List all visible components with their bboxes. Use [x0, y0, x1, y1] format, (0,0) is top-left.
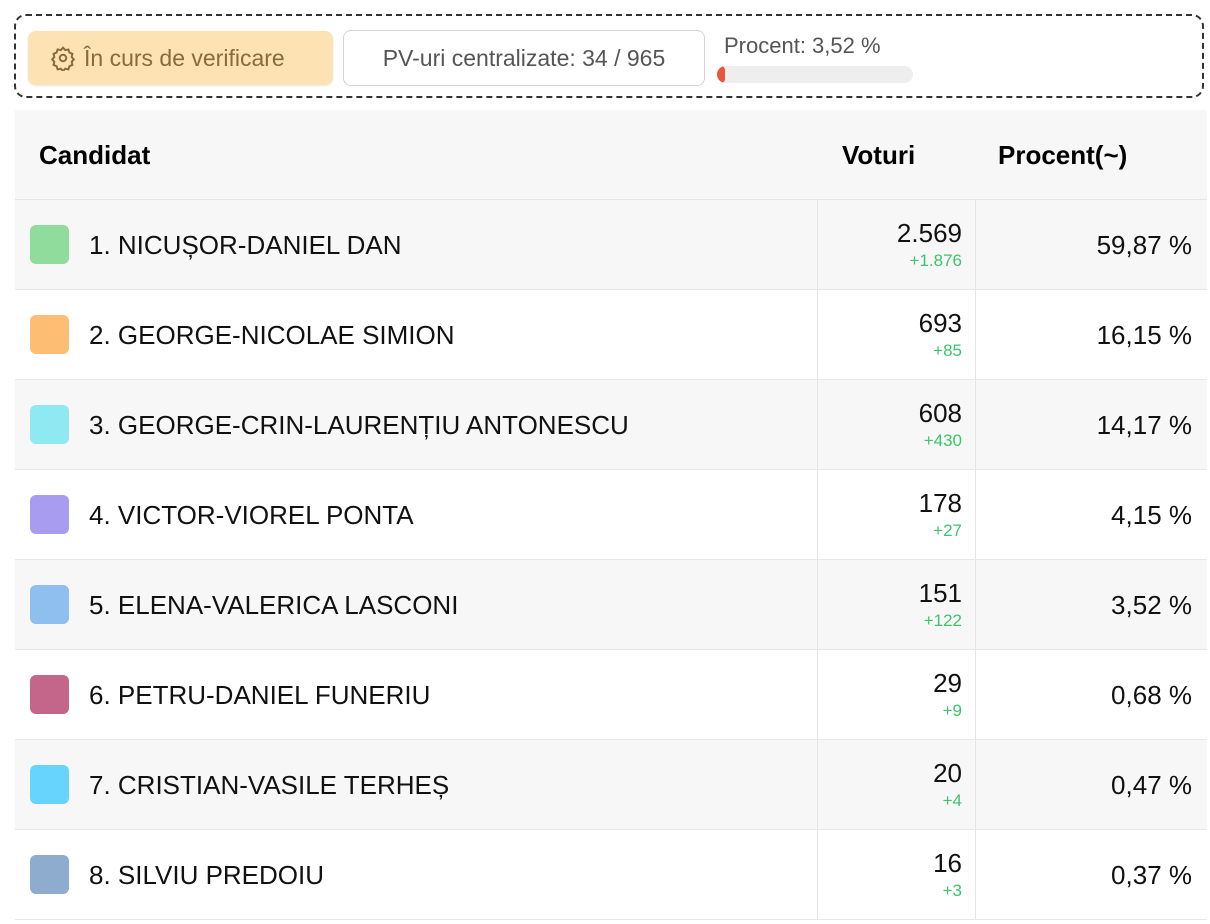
color-swatch	[30, 585, 69, 624]
progress-bar	[717, 66, 913, 83]
header-cell: Procent(~)	[998, 140, 1128, 170]
votes-delta: +4	[942, 791, 962, 810]
status-text: În curs de verificare	[84, 44, 285, 71]
percent: 59,87 %	[1096, 230, 1192, 260]
color-swatch	[30, 495, 69, 534]
votes: 20	[933, 758, 962, 788]
percent: 0,37 %	[1111, 860, 1192, 890]
votes: 151	[918, 578, 962, 608]
table-header: Candidat Voturi Procent(~)	[15, 110, 1207, 200]
table-row: 2. GEORGE-NICOLAE SIMION 693 +85 16,15 %	[15, 290, 1207, 380]
votes-delta: +122	[923, 611, 962, 630]
percent: 3,52 %	[1111, 590, 1192, 620]
color-swatch	[30, 855, 69, 894]
votes-cell: 2.569 +1.876	[817, 200, 976, 289]
header-cell: Candidat	[39, 140, 151, 170]
color-swatch	[30, 765, 69, 804]
votes: 693	[918, 308, 962, 338]
votes: 178	[918, 488, 962, 518]
votes: 16	[933, 848, 962, 878]
status-bar	[14, 14, 1204, 98]
table-row: 1. NICUȘOR-DANIEL DAN 2.569 +1.876 59,87 %	[15, 200, 1207, 290]
percent: 16,15 %	[1096, 320, 1192, 350]
votes-delta: +430	[923, 431, 962, 450]
status-badge: În curs de verificare	[28, 31, 333, 85]
percent-label: Procent: 3,52 %	[724, 33, 881, 58]
percent: 14,17 %	[1096, 410, 1192, 440]
votes-delta: +27	[933, 521, 962, 540]
votes-delta: +85	[933, 341, 962, 360]
votes-delta: +1.876	[909, 251, 962, 270]
pv-count: PV-uri centralizate: 34 / 965	[343, 30, 705, 86]
candidate-name: 7. CRISTIAN-VASILE TERHEȘ	[89, 770, 450, 800]
votes-cell: 693 +85	[817, 290, 976, 379]
table-row: 5. ELENA-VALERICA LASCONI 151 +122 3,52 %	[15, 560, 1207, 650]
table-row: 7. CRISTIAN-VASILE TERHEȘ 20 +4 0,47 %	[15, 740, 1207, 830]
candidate-name: 1. NICUȘOR-DANIEL DAN	[89, 230, 402, 260]
percent: 4,15 %	[1111, 500, 1192, 530]
votes-cell: 29 +9	[817, 650, 976, 739]
candidate-name: 3. GEORGE-CRIN-LAURENȚIU ANTONESCU	[89, 410, 629, 440]
percent: 0,47 %	[1111, 770, 1192, 800]
progress-fill	[717, 66, 725, 83]
table-row: 4. VICTOR-VIOREL PONTA 178 +27 4,15 %	[15, 470, 1207, 560]
candidate-name: 5. ELENA-VALERICA LASCONI	[89, 590, 459, 620]
votes-cell: 608 +430	[817, 380, 976, 469]
color-swatch	[30, 405, 69, 444]
votes: 608	[918, 398, 962, 428]
percent: 0,68 %	[1111, 680, 1192, 710]
table-row: 3. GEORGE-CRIN-LAURENȚIU ANTONESCU 608 +43…	[15, 380, 1207, 470]
votes: 29	[933, 668, 962, 698]
votes-delta: +3	[942, 881, 962, 900]
color-swatch	[30, 225, 69, 264]
votes-cell: 16 +3	[817, 830, 976, 919]
color-swatch	[30, 675, 69, 714]
header-cell: Voturi	[842, 140, 916, 170]
votes-cell: 178 +27	[817, 470, 976, 559]
votes: 2.569	[896, 218, 962, 248]
candidate-name: 4. VICTOR-VIOREL PONTA	[89, 500, 414, 530]
votes-cell: 20 +4	[817, 740, 976, 829]
votes-delta: +9	[942, 701, 962, 720]
candidate-name: 8. SILVIU PREDOIU	[89, 860, 325, 890]
candidate-name: 2. GEORGE-NICOLAE SIMION	[89, 320, 455, 350]
color-swatch	[30, 315, 69, 354]
gear-icon	[50, 46, 76, 71]
votes-cell: 151 +122	[817, 560, 976, 649]
candidate-name: 6. PETRU-DANIEL FUNERIU	[89, 680, 431, 710]
table-row: 8. SILVIU PREDOIU 16 +3 0,37 %	[15, 830, 1207, 920]
table-row: 6. PETRU-DANIEL FUNERIU 29 +9 0,68 %	[15, 650, 1207, 740]
